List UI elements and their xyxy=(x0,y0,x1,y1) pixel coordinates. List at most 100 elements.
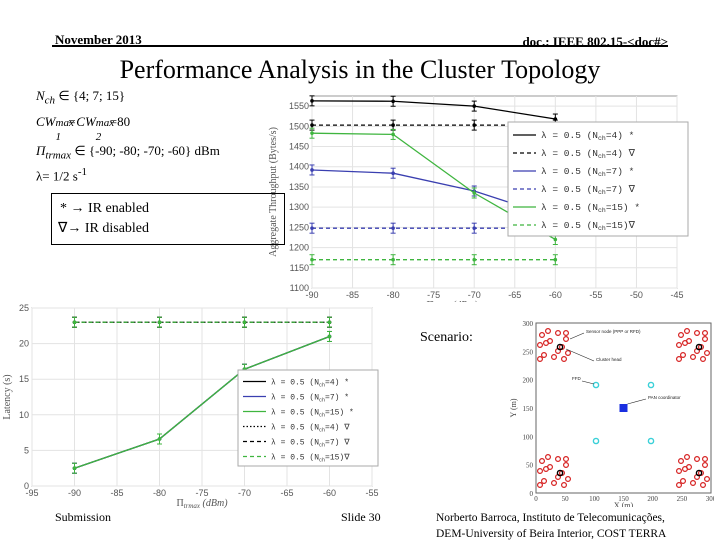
x-tick-label: -65 xyxy=(508,290,521,300)
data-point xyxy=(242,320,247,325)
throughput-chart: -90 -85 -80 -75 -70 -65 -60 -55 -50 -45 1100 1150 12… xyxy=(268,95,689,302)
y-tick-label: 5 xyxy=(24,445,29,455)
data-point xyxy=(472,257,477,262)
legend-entry: λ = 0.5 (Nch=15) * xyxy=(271,409,354,419)
legend-entry-name: λ = 0.5 (N xyxy=(541,202,598,213)
sensor-node xyxy=(682,340,689,347)
sensor-node xyxy=(542,466,549,473)
x-tick-label: -70 xyxy=(468,290,481,300)
scenario-y-tick: 100 xyxy=(523,433,534,441)
sensor-node xyxy=(542,340,549,347)
scenario-x-tick: 50 xyxy=(562,495,570,503)
x-tick-label: -95 xyxy=(25,488,38,498)
data-point xyxy=(472,226,477,230)
x-tick-label: -85 xyxy=(346,290,359,300)
legend-entry-name: λ = 0.5 (N xyxy=(271,409,319,418)
legend-entry-end: =15) * xyxy=(606,202,640,213)
y-tick-label: 10 xyxy=(19,410,29,420)
x-tick-label: -65 xyxy=(280,488,293,498)
param-cw: CW max 1 =CW max 2 =80 xyxy=(36,114,131,143)
y-tick-label: 1100 xyxy=(290,283,309,293)
legend-entry-end: =7) * xyxy=(606,166,635,177)
legend-entry: λ = 0.5 (Nch=7) ∇ xyxy=(541,184,636,196)
sensor-node xyxy=(554,456,561,463)
legend-entry-end: =7) ∇ xyxy=(325,439,350,448)
sensor-node xyxy=(550,353,557,360)
scenario-x-tick: 100 xyxy=(589,495,600,503)
sensor-node xyxy=(694,456,701,463)
y-tick-label: 1150 xyxy=(290,263,309,273)
param-lambda: λ= 1/2 s-1 xyxy=(36,166,87,184)
x-tick-label: -55 xyxy=(589,290,602,300)
x-tick-label: -90 xyxy=(305,290,318,300)
data-point xyxy=(72,466,77,470)
scenario-y-tick: 250 xyxy=(523,348,534,356)
series-line xyxy=(74,335,330,469)
sensor-node xyxy=(676,482,683,489)
data-point xyxy=(391,123,395,127)
sensor-node xyxy=(690,480,697,487)
y-tick-label: 1450 xyxy=(289,142,309,152)
data-point xyxy=(157,437,162,441)
legend-entry-sub: ch xyxy=(598,153,606,160)
sensor-node xyxy=(537,355,544,362)
latency-chart: -95 -90 -85 -80 -75 -70 -65 -60 -55 0 5 10 15 20 25 Lat… xyxy=(2,303,379,510)
data-point xyxy=(310,168,314,172)
scenario-y-label: Y (m) xyxy=(509,398,518,417)
x-axis-label-unit: (dBm) xyxy=(450,300,478,302)
sensor-node xyxy=(550,480,557,487)
legend-entry-end: =7) * xyxy=(325,394,349,403)
x-tick-label: -60 xyxy=(549,290,562,300)
sensor-node xyxy=(537,342,544,349)
footer-slide-number: Slide 30 xyxy=(341,510,381,524)
x-tick-label: -50 xyxy=(630,290,643,300)
legend-entry: λ = 0.5 (Nch=4) ∇ xyxy=(271,424,350,434)
data-point xyxy=(553,237,558,242)
footer-author: Norberto Barroca, Instituto de Telecomun… xyxy=(436,510,666,542)
x-tick-label: -80 xyxy=(153,488,166,498)
legend-entry-sub: ch xyxy=(319,443,325,449)
legend-entry: λ = 0.5 (Nch=7) ∇ xyxy=(271,439,350,449)
legend-entry: λ = 0.5 (Nch=4) * xyxy=(271,379,349,389)
sensor-node xyxy=(564,476,571,483)
y-tick-label: 1550 xyxy=(289,101,309,111)
x-tick-label: -55 xyxy=(365,488,378,498)
header-doc-id: doc.: IEEE 802.15-<doc#> xyxy=(522,34,668,49)
scenario-y-tick: 50 xyxy=(526,462,534,470)
sensor-node xyxy=(537,468,544,475)
x-tick-label: -80 xyxy=(387,290,400,300)
ffd-node xyxy=(647,437,655,445)
sensor-node xyxy=(702,330,709,337)
legend-entry-sub: ch xyxy=(319,413,325,419)
sensor-node xyxy=(704,349,711,356)
data-point xyxy=(472,104,477,108)
x-axis-label-sub: trmax xyxy=(184,502,201,510)
scenario-x-tick: 300 xyxy=(706,495,714,503)
legend-entry-name: λ = 0.5 (N xyxy=(541,220,598,231)
sensor-node xyxy=(562,456,569,463)
series-line xyxy=(311,100,556,120)
pan-coordinator xyxy=(619,404,628,412)
sensor-node xyxy=(680,478,687,485)
legend-entry: λ = 0.5 (Nch=7) * xyxy=(271,394,349,404)
sensor-node xyxy=(560,482,567,489)
ffd-node xyxy=(592,437,600,445)
data-point xyxy=(327,334,332,339)
sensor-node xyxy=(690,353,697,360)
scenario-annotation: Sensor node (PPP or RFD) xyxy=(586,329,641,334)
x-axis-label-unit: (dBm) xyxy=(200,498,228,509)
x-tick-label: -60 xyxy=(323,488,336,498)
data-point xyxy=(391,99,395,104)
sensor-node xyxy=(702,456,709,463)
annotation-arrow xyxy=(581,380,595,385)
scenario-annotation: Cluster head xyxy=(596,357,622,362)
data-point xyxy=(157,320,162,325)
sensor-node xyxy=(694,330,701,337)
ir-disabled-note: ∇→ IR disabled xyxy=(58,221,150,236)
x-axis-label-main: Π xyxy=(426,300,433,302)
sensor-node xyxy=(539,332,546,339)
data-point xyxy=(553,257,558,262)
y-axis-label: Latency (s) xyxy=(2,374,13,419)
chart-legend xyxy=(507,121,689,237)
legend-entry-sub: ch xyxy=(319,428,325,434)
